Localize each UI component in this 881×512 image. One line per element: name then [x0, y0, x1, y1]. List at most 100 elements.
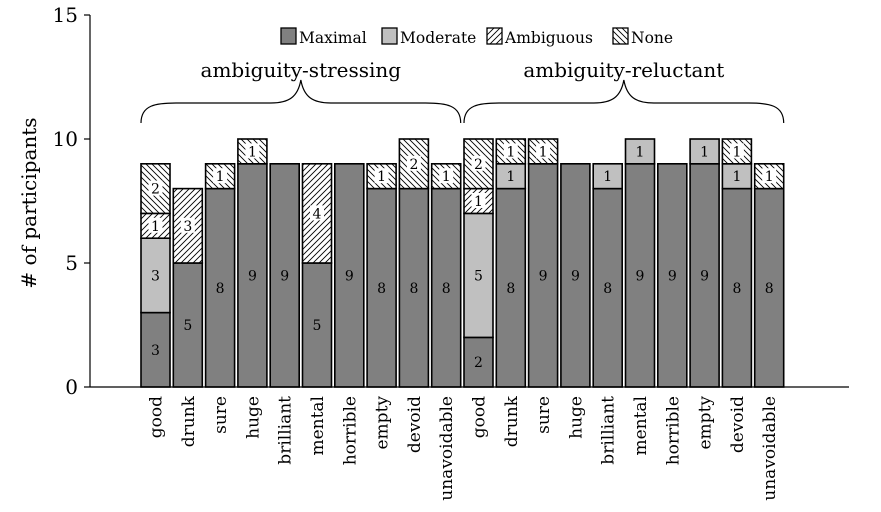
bar-segment-maximal	[463, 336, 494, 388]
data-label: 1	[377, 169, 386, 185]
data-label-bg	[503, 143, 518, 159]
legend-label: Moderate	[400, 29, 476, 47]
bar-segment-none	[527, 138, 559, 165]
x-tick-label: good	[470, 396, 490, 438]
data-label: 2	[474, 157, 483, 173]
data-label: 8	[765, 281, 774, 297]
data-label: 9	[668, 268, 677, 284]
bar-segment-none	[430, 163, 462, 190]
data-label: 1	[248, 144, 257, 160]
x-tick-label: huge	[566, 396, 586, 439]
data-label: 9	[345, 268, 354, 284]
x-tick-label: brilliant	[599, 396, 619, 465]
data-label: 4	[313, 206, 322, 222]
data-label: 8	[506, 281, 515, 297]
data-label-bg	[536, 143, 551, 159]
data-label-bg	[729, 143, 744, 159]
bar-segment-moderate	[689, 138, 720, 165]
x-tick-label: sure	[211, 396, 231, 434]
bar-segment-maximal	[753, 187, 785, 388]
y-tick-label: 10	[53, 127, 78, 151]
x-tick-label: horrible	[340, 396, 360, 465]
x-tick-label: drunk	[502, 395, 522, 447]
x-tick-labels: good drunk sure huge brilliant mental horrible…	[147, 395, 781, 500]
data-label: 5	[474, 268, 483, 284]
data-label: 1	[151, 219, 160, 235]
data-label-bg	[213, 168, 228, 184]
x-tick-label: unavoidable	[437, 396, 457, 501]
group-brace	[463, 79, 785, 124]
group-brace	[140, 79, 462, 124]
data-label: 1	[216, 169, 225, 185]
data-label: 9	[280, 268, 289, 284]
legend-swatch-moderate	[381, 27, 398, 45]
data-label: 3	[151, 343, 160, 359]
data-label: 9	[248, 268, 257, 284]
x-tick-label: devoid	[405, 396, 425, 453]
data-label: 8	[442, 281, 451, 297]
legend-swatch-ambiguous	[486, 27, 503, 45]
data-label-bg	[148, 217, 163, 233]
data-label-bg	[374, 168, 389, 184]
data-label: 1	[732, 144, 741, 160]
bar-segment-maximal	[592, 187, 624, 388]
legend-label: Ambiguous	[504, 29, 593, 47]
data-label: 2	[474, 355, 483, 371]
data-label-bg	[148, 180, 163, 196]
x-tick-label: unavoidable	[760, 396, 780, 501]
legend-label: Maximal	[299, 29, 367, 47]
data-label: 8	[732, 281, 741, 297]
bar-segment-moderate	[495, 163, 527, 190]
axes	[89, 15, 849, 388]
data-label: 9	[636, 268, 645, 284]
bar-segment-none	[463, 138, 494, 190]
bar-segment-maximal	[269, 163, 301, 388]
bars: 3 3 1 2 5 3 8 1 9 1 9 5 4 9 8 1 8 2 8 1 2 5 1 2 8 1 1 9 1 9 8 1 9 1 9 9 1 8 1 1…	[140, 138, 785, 388]
data-label: 1	[506, 144, 515, 160]
data-label: 9	[539, 268, 548, 284]
x-tick-label: mental	[308, 396, 328, 456]
x-tick-label: brilliant	[276, 396, 296, 465]
data-label-bg	[180, 217, 195, 233]
data-label: 9	[571, 268, 580, 284]
x-tick-label: mental	[631, 396, 651, 456]
data-label-bg	[310, 205, 324, 221]
data-label-bg	[762, 168, 777, 184]
legend: Maximal Moderate Ambiguous None	[280, 27, 673, 47]
data-label: 1	[636, 144, 645, 160]
data-label: 1	[732, 169, 741, 185]
y-tick-label: 15	[53, 3, 78, 27]
data-label: 9	[700, 268, 709, 284]
bar-segment-moderate	[592, 163, 624, 190]
data-label-bg	[406, 155, 421, 171]
bar-segment-moderate	[463, 212, 494, 339]
group-label: ambiguity-stressing	[201, 58, 402, 82]
x-tick-label: huge	[243, 396, 263, 439]
bar-segment-moderate	[624, 138, 656, 165]
x-tick-label: good	[147, 396, 167, 438]
legend-label: None	[631, 29, 673, 47]
data-label: 5	[183, 318, 192, 334]
bar-segment-maximal	[398, 187, 430, 388]
x-tick-label: sure	[534, 396, 554, 434]
data-label: 1	[700, 144, 709, 160]
data-label: 8	[216, 281, 225, 297]
x-tick-label: horrible	[663, 396, 683, 465]
data-label: 2	[409, 157, 418, 173]
y-axis-label: # of participants	[17, 117, 41, 288]
data-label: 3	[183, 219, 192, 235]
data-label: 1	[603, 169, 612, 185]
bar-segment-maximal	[495, 187, 527, 388]
y-ticks: 0 5 10 15	[53, 3, 90, 399]
data-label: 1	[474, 194, 483, 210]
data-label: 8	[603, 281, 612, 297]
data-label: 1	[539, 144, 548, 160]
data-label: 8	[409, 281, 418, 297]
data-label: 3	[151, 268, 160, 284]
data-label-bg	[439, 168, 454, 184]
data-label: 8	[377, 281, 386, 297]
legend-swatch-maximal	[280, 27, 297, 45]
data-label: 2	[151, 182, 160, 198]
group-label: ambiguity-reluctant	[523, 58, 724, 82]
